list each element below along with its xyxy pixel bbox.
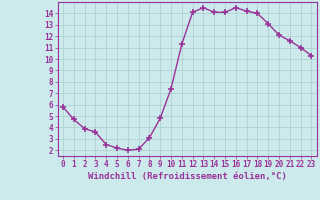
X-axis label: Windchill (Refroidissement éolien,°C): Windchill (Refroidissement éolien,°C): [88, 172, 287, 181]
